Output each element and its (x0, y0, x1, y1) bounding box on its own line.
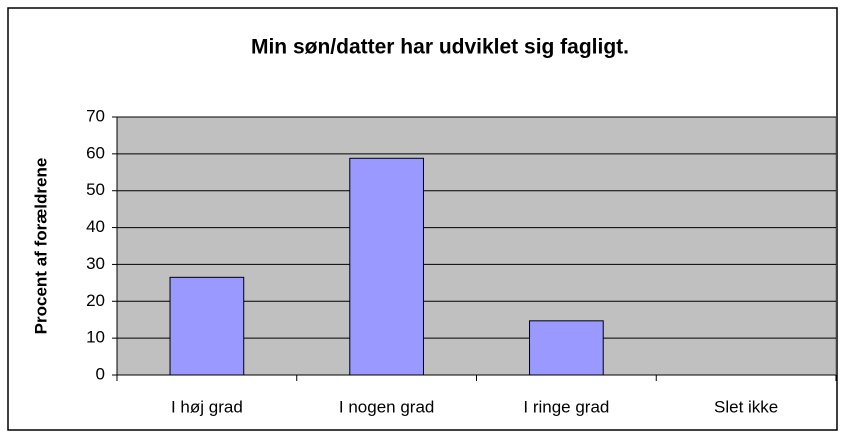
y-tick-label: 60 (86, 143, 105, 162)
y-tick-label: 30 (86, 254, 105, 273)
x-tick-label: I høj grad (171, 397, 243, 416)
y-tick-label: 40 (86, 217, 105, 236)
y-tick-label: 20 (86, 291, 105, 310)
y-tick-label: 50 (86, 180, 105, 199)
y-axis-label: Procent af forældrene (31, 158, 50, 335)
bar (349, 157, 424, 376)
x-tick-label: I nogen grad (339, 397, 434, 416)
bar (529, 320, 604, 376)
bar (169, 276, 245, 376)
y-tick-label: 10 (86, 328, 105, 347)
chart-title: Min søn/datter har udviklet sig fagligt. (251, 36, 629, 59)
y-tick-label: 70 (86, 106, 105, 125)
x-tick-label: I ringe grad (523, 397, 609, 416)
x-tick-label: Slet ikke (714, 397, 778, 416)
y-tick-label: 0 (96, 364, 105, 383)
